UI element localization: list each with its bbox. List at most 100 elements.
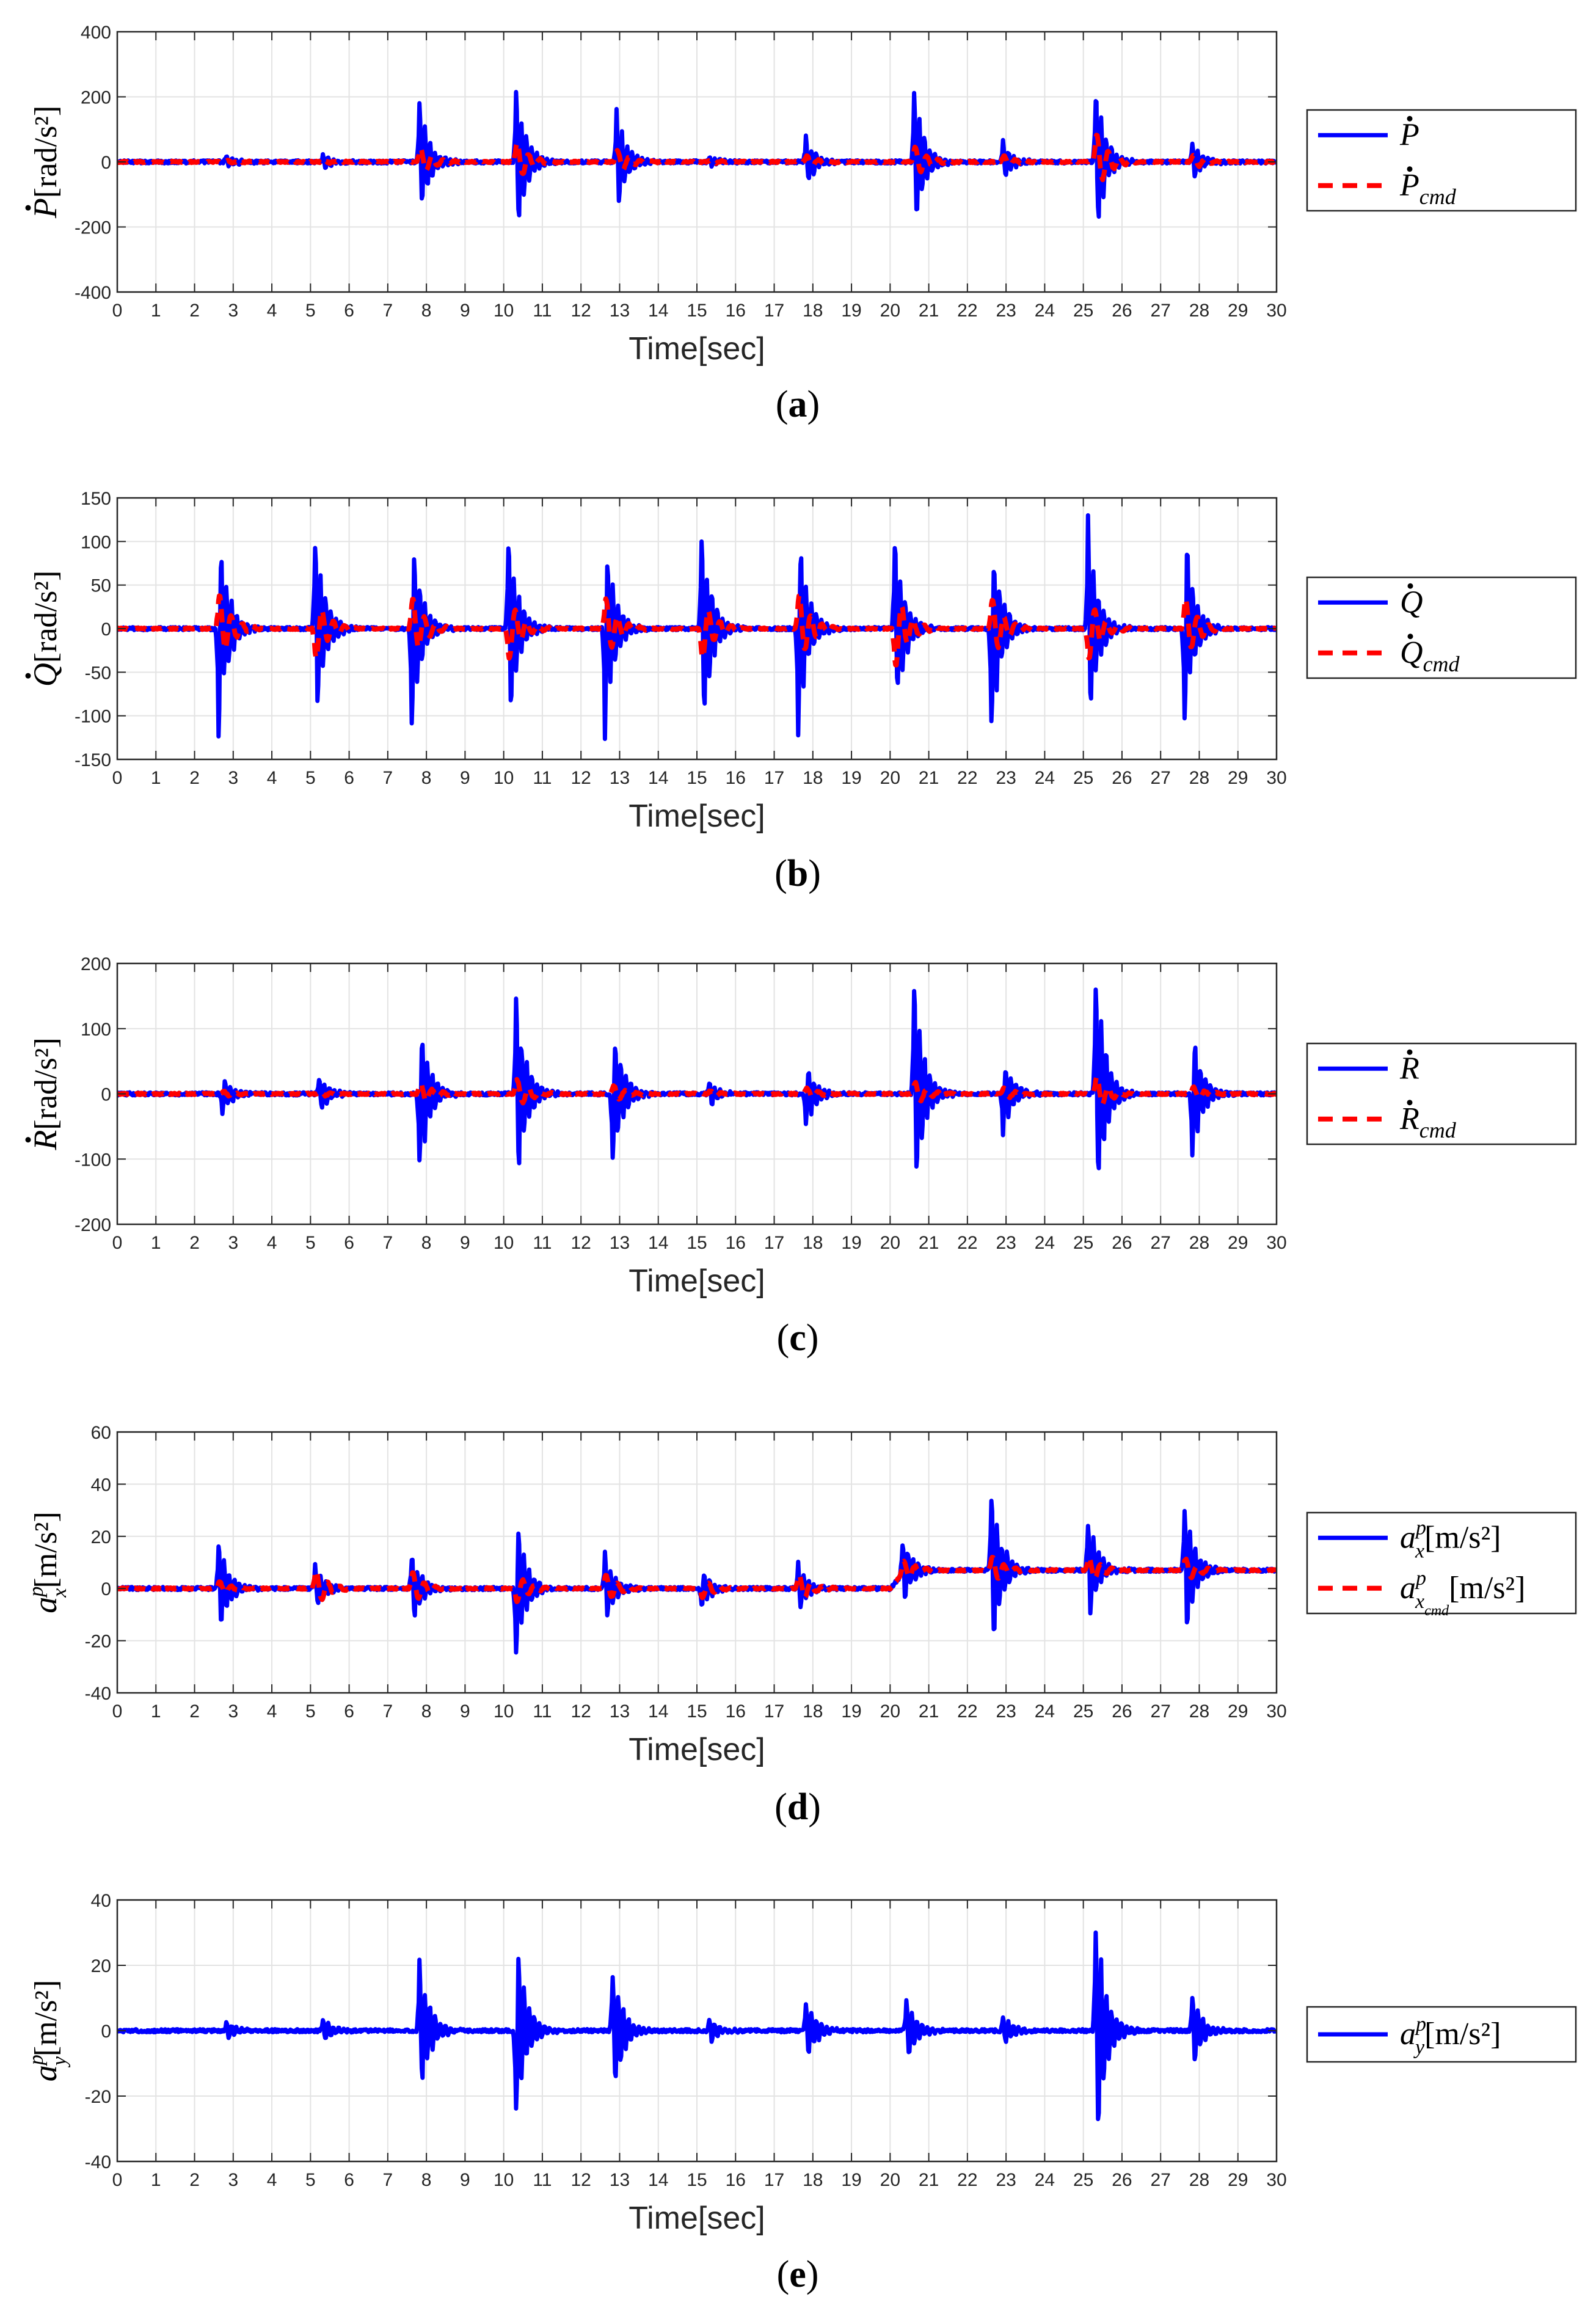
x-tick-label: 16: [726, 1701, 746, 1722]
x-tick-label: 30: [1266, 768, 1286, 788]
x-tick-label: 2: [189, 301, 200, 321]
x-tick-label: 24: [1035, 1701, 1055, 1722]
x-tick-label: 4: [267, 768, 277, 788]
x-tick-label: 14: [648, 301, 668, 321]
y-axis-label: Q[rad/s²]: [25, 571, 64, 687]
x-tick-label: 17: [764, 1701, 784, 1722]
x-tick-label: 11: [533, 768, 552, 788]
legend-box: [1306, 1511, 1577, 1615]
x-tick-label: 12: [571, 768, 591, 788]
x-tick-label: 12: [571, 2170, 591, 2190]
x-tick-label: 30: [1266, 2170, 1286, 2190]
x-tick-label: 22: [957, 301, 977, 321]
panel-caption: (a): [776, 384, 820, 425]
y-tick-label: -200: [75, 1215, 111, 1235]
x-tick-label: 2: [189, 768, 200, 788]
series-line-command: [117, 1074, 1277, 1107]
y-tick-label: 50: [91, 576, 111, 596]
y-axis-label: apy[m/s²]: [25, 1980, 71, 2081]
x-tick-label: 12: [571, 1701, 591, 1722]
y-tick-label: -100: [75, 1150, 111, 1170]
x-tick-label: 29: [1228, 301, 1248, 321]
legend-box: [1306, 576, 1577, 679]
svg-text:apy[m/s²]: apy[m/s²]: [25, 1980, 71, 2081]
x-tick-label: 6: [344, 2170, 354, 2190]
x-tick-label: 24: [1035, 1233, 1055, 1253]
x-tick-label: 8: [421, 2170, 432, 2190]
legend-label: Rcmd: [1399, 1101, 1457, 1142]
x-tick-label: 21: [919, 768, 939, 788]
x-tick-label: 3: [228, 301, 238, 321]
x-tick-label: 17: [764, 1233, 784, 1253]
x-tick-label: 24: [1035, 2170, 1055, 2190]
x-tick-label: 3: [228, 2170, 238, 2190]
legend-label: ap xcmd[m/s²]: [1400, 1567, 1525, 1619]
legend: P Pcmd: [1306, 109, 1577, 212]
x-tick-label: 26: [1112, 1701, 1132, 1722]
x-tick-label: 18: [803, 301, 823, 321]
x-tick-label: 22: [957, 768, 977, 788]
x-tick-label: 13: [610, 1701, 630, 1722]
x-tick-label: 3: [228, 1233, 238, 1253]
derivative-dot: [1407, 1100, 1413, 1106]
x-tick-label: 22: [957, 2170, 977, 2190]
x-tick-label: 13: [610, 1233, 630, 1253]
chart-panel-d: 0 1 2 3 4 5 6 7 8 9 10 11 12 13 14 15 16 17 18 19 20 21 22 23 24…: [25, 1423, 1577, 1828]
x-axis-label: Time[sec]: [629, 1732, 765, 1767]
x-tick-label: 19: [841, 1233, 861, 1253]
panel-caption: (d): [774, 1786, 821, 1828]
y-tick-label: 200: [81, 954, 111, 974]
x-tick-label: 12: [571, 1233, 591, 1253]
chart-panel-e: 0 1 2 3 4 5 6 7 8 9 10 11 12 13 14 15 16 17 18 19 20 21 22 23 24…: [25, 1891, 1577, 2295]
y-tick-label: 400: [81, 23, 111, 43]
x-tick-label: 27: [1151, 1233, 1171, 1253]
x-tick-label: 23: [996, 301, 1016, 321]
x-tick-label: 21: [919, 1701, 939, 1722]
legend-label: Pcmd: [1399, 168, 1457, 209]
x-tick-label: 28: [1189, 1701, 1209, 1722]
x-tick-label: 30: [1266, 1233, 1286, 1253]
x-tick-label: 25: [1073, 1701, 1093, 1722]
x-tick-label: 4: [267, 1701, 277, 1722]
x-tick-label: 23: [996, 768, 1016, 788]
x-tick-label: 4: [267, 301, 277, 321]
x-tick-label: 7: [383, 1233, 393, 1253]
y-tick-label: 40: [91, 1475, 111, 1495]
x-tick-label: 30: [1266, 301, 1286, 321]
chart-panel-c: 0 1 2 3 4 5 6 7 8 9 10 11 12 13 14 15 16 17 18 19 20 21 22 23 24…: [25, 954, 1577, 1359]
x-tick-label: 26: [1112, 301, 1132, 321]
x-tick-label: 8: [421, 1233, 432, 1253]
derivative-dot: [1407, 634, 1413, 640]
x-axis-label: Time[sec]: [629, 798, 765, 834]
x-tick-label: 0: [112, 301, 123, 321]
x-tick-label: 20: [880, 301, 900, 321]
x-tick-label: 1: [151, 301, 161, 321]
x-tick-label: 4: [267, 2170, 277, 2190]
x-tick-label: 4: [267, 1233, 277, 1253]
x-tick-label: 0: [112, 1701, 123, 1722]
y-tick-label: -200: [75, 218, 111, 238]
svg-text:R[rad/s²]: R[rad/s²]: [27, 1037, 64, 1150]
chart-panel-b: 0 1 2 3 4 5 6 7 8 9 10 11 12 13 14 15 16 17 18 19 20 21 22 23 24…: [25, 489, 1577, 894]
x-tick-label: 29: [1228, 1233, 1248, 1253]
x-tick-label: 13: [610, 768, 630, 788]
y-tick-label: 100: [81, 532, 111, 552]
x-tick-label: 10: [494, 2170, 514, 2190]
x-tick-label: 14: [648, 768, 668, 788]
x-tick-label: 13: [610, 301, 630, 321]
x-axis-label: Time[sec]: [629, 2201, 765, 2236]
x-tick-label: 3: [228, 768, 238, 788]
x-tick-label: 18: [803, 2170, 823, 2190]
x-tick-label: 6: [344, 301, 354, 321]
x-tick-label: 5: [305, 1233, 316, 1253]
x-tick-label: 18: [803, 1233, 823, 1253]
series-line-measured: [117, 1930, 1277, 2122]
x-tick-label: 12: [571, 301, 591, 321]
x-tick-label: 7: [383, 768, 393, 788]
x-axis-label: Time[sec]: [629, 1263, 765, 1299]
y-tick-label: 20: [91, 1527, 111, 1547]
y-axis-label: R[rad/s²]: [25, 1037, 64, 1151]
y-tick-label: -40: [85, 1684, 111, 1704]
x-tick-label: 27: [1151, 2170, 1171, 2190]
y-tick-label: -150: [75, 750, 111, 770]
